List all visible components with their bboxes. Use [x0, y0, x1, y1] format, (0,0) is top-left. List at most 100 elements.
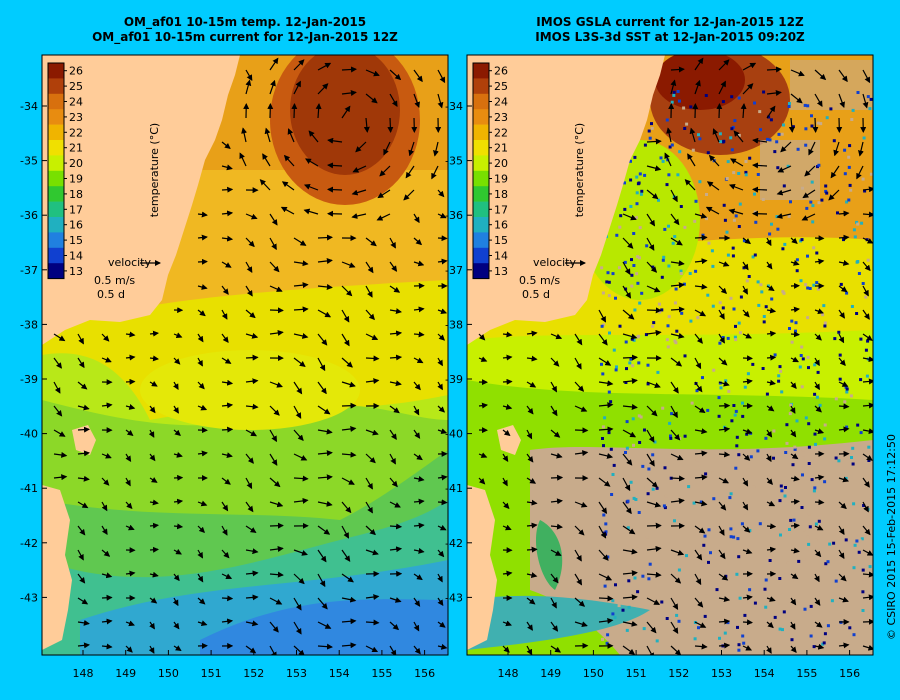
model-colorbar-tick-label: 14 — [69, 250, 83, 263]
model-colorbar: 26 25 24 23 22 21 20 19 18 17 16 15 14 13 — [47, 62, 83, 280]
observed-lon-tick-label: 154 — [754, 667, 775, 680]
observed-current-vectors — [478, 57, 873, 655]
model-velocity-title: velocity — [108, 256, 151, 269]
observed-lat-tick-label: -39 — [445, 373, 463, 386]
model-tasmania — [42, 485, 72, 650]
observed-colorbar-tick-label: 23 — [494, 111, 508, 124]
model-lat-tick-label: -41 — [20, 482, 38, 495]
observed-colorbar-swatch — [473, 247, 489, 264]
model-lon-tick-label: 151 — [201, 667, 222, 680]
model-colorbar-tick-label: 22 — [69, 126, 83, 139]
observed-colorbar-tick-label: 19 — [494, 173, 508, 186]
panel-title-model: OM_af01 10-15m temp. 12-Jan-2015 OM_af01… — [42, 15, 448, 45]
observed-lat-tick-label: -38 — [445, 318, 463, 331]
model-title-line2: OM_af01 10-15m current for 12-Jan-2015 1… — [92, 30, 398, 44]
observed-velocity-legend: velocity 0.5 m/s 0.5 d — [519, 256, 586, 301]
observed-velocity-duration: 0.5 d — [522, 288, 550, 301]
observed-tasmania — [467, 485, 497, 650]
observed-colorbar-swatch — [473, 263, 489, 279]
observed-colorbar-swatch — [473, 232, 489, 249]
model-colorbar-tick-label: 17 — [69, 203, 83, 216]
model-colorbar-swatch — [48, 186, 64, 202]
model-colorbar-swatch — [48, 78, 64, 95]
model-colorbar-tick-label: 18 — [69, 188, 83, 201]
model-colorbar-tick-label: 21 — [69, 142, 83, 155]
model-lon-tick-label: 154 — [329, 667, 350, 680]
observed-velocity-speed: 0.5 m/s — [519, 274, 560, 287]
observed-colorbar-swatch — [473, 186, 489, 202]
model-lat-tick-label: -39 — [20, 373, 38, 386]
observed-flinders-island — [497, 425, 521, 455]
model-lat-tick-label: -34 — [20, 100, 38, 113]
observed-colorbar-swatch — [473, 78, 489, 95]
model-lon-tick-label: 150 — [158, 667, 179, 680]
observed-frame — [466, 54, 874, 656]
observed-colorbar-tick-label: 17 — [494, 203, 508, 216]
model-colorbar-swatch — [48, 263, 64, 279]
observed-title-line2: IMOS L3S-3d SST at 12-Jan-2015 09:20Z — [535, 30, 805, 44]
model-lat-tick-label: -40 — [20, 428, 38, 441]
model-lon-tick-label: 148 — [73, 667, 94, 680]
observed-lat-tick-label: -41 — [445, 482, 463, 495]
model-current-vectors — [53, 57, 448, 655]
model-velocity-duration: 0.5 d — [97, 288, 125, 301]
model-lat-tick-label: -35 — [20, 155, 38, 168]
observed-lat-tick-label: -34 — [445, 100, 463, 113]
observed-colorbar-tick-label: 16 — [494, 219, 508, 232]
observed-colorbar-swatch — [473, 63, 489, 79]
observed-lon-tick-label: 148 — [498, 667, 519, 680]
observed-colorbar-swatch — [473, 155, 489, 172]
observed-colorbar-tick-label: 18 — [494, 188, 508, 201]
model-colorbar-swatch — [48, 63, 64, 79]
observed-lat-tick-label: -36 — [445, 209, 463, 222]
model-lon-tick-label: 153 — [286, 667, 307, 680]
model-colorbar-swatch — [48, 109, 64, 125]
model-lon-tick-label: 152 — [243, 667, 264, 680]
model-lat-tick-label: -38 — [20, 318, 38, 331]
model-velocity-legend: velocity 0.5 m/s 0.5 d — [94, 256, 161, 301]
observed-lon-tick-label: 151 — [626, 667, 647, 680]
model-colorbar-tick-label: 25 — [69, 80, 83, 93]
observed-colorbar-tick-label: 25 — [494, 80, 508, 93]
model-colorbar-tick-label: 24 — [69, 96, 83, 109]
model-colorbar-tick-label: 23 — [69, 111, 83, 124]
observed-landmass — [467, 55, 665, 345]
model-colorbar-swatch — [48, 140, 64, 156]
model-colorbar-tick-label: 20 — [69, 157, 83, 170]
observed-lon-tick-label: 150 — [583, 667, 604, 680]
observed-lat-tick-label: -40 — [445, 428, 463, 441]
model-colorbar-tick-label: 16 — [69, 219, 83, 232]
observed-colorbar-tick-label: 21 — [494, 142, 508, 155]
model-lat-tick-label: -42 — [20, 537, 38, 550]
observed-colorbar-swatch — [473, 201, 489, 218]
observed-lat-tick-label: -42 — [445, 537, 463, 550]
model-colorbar-swatch — [48, 217, 64, 233]
observed-colorbar-tick-label: 14 — [494, 250, 508, 263]
copyright-credit: © CSIRO 2015 15-Feb-2015 17:12:50 — [885, 434, 898, 640]
model-lon-tick-label: 156 — [414, 667, 435, 680]
observed-colorbar-swatch — [473, 93, 489, 110]
y-axis-left: -34 -35 -36 -37 -38 -39 -40 -41 -42 -43 — [20, 100, 47, 604]
observed-lat-tick-label: -35 — [445, 155, 463, 168]
model-lat-tick-label: -37 — [20, 264, 38, 277]
model-colorbar-tick-label: 26 — [69, 65, 83, 78]
model-colorbar-swatch — [48, 201, 64, 218]
observed-colorbar-swatch — [473, 217, 489, 233]
observed-title-line1: IMOS GSLA current for 12-Jan-2015 12Z — [536, 15, 804, 29]
model-colorbar-swatch — [48, 232, 64, 249]
observed-lon-tick-label: 152 — [668, 667, 689, 680]
observed-velocity-title: velocity — [533, 256, 576, 269]
observed-colorbar: 26 25 24 23 22 21 20 19 18 17 16 15 14 13 — [472, 62, 508, 280]
observed-colorbar-swatch — [473, 140, 489, 156]
model-lat-tick-label: -36 — [20, 209, 38, 222]
observed-colorbar-tick-label: 15 — [494, 234, 508, 247]
model-lon-tick-label: 149 — [115, 667, 136, 680]
observed-lon-tick-label: 153 — [711, 667, 732, 680]
x-axis-right: 148 149 150 151 152 153 154 155 156 — [498, 650, 860, 680]
model-title-line1: OM_af01 10-15m temp. 12-Jan-2015 — [123, 15, 367, 29]
observed-lat-tick-label: -37 — [445, 264, 463, 277]
observed-lon-tick-label: 155 — [796, 667, 817, 680]
observed-colorbar-swatch — [473, 170, 489, 187]
model-colorbar-swatch — [48, 124, 64, 141]
